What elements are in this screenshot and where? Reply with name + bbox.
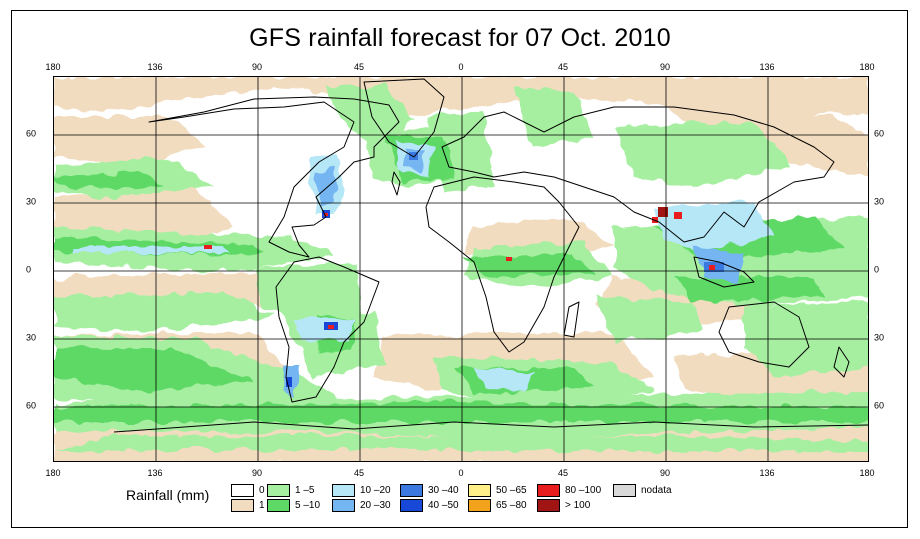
- lon-label-bottom: 45: [557, 468, 569, 478]
- legend-label: 1 –5: [295, 485, 315, 496]
- lon-label-bottom: 180: [859, 468, 875, 478]
- lat-label-left: 60: [26, 400, 37, 411]
- legend-swatch-1: [231, 499, 254, 512]
- lon-label-top: 45: [557, 62, 569, 72]
- lat-label-right: 30: [874, 332, 885, 343]
- legend-swatch-8: [468, 484, 491, 497]
- lon-label-top: 136: [759, 62, 775, 72]
- lat-label-left: 0: [26, 264, 32, 275]
- lon-label-top: 180: [859, 62, 875, 72]
- lat-label-left: 60: [26, 128, 37, 139]
- legend-label: 50 –65: [496, 485, 527, 496]
- legend-label: 0: [259, 485, 265, 496]
- legend-label: > 100: [565, 500, 591, 511]
- lon-label-bottom: 136: [759, 468, 775, 478]
- rainfall-map: [53, 76, 869, 462]
- legend-swatch-3: [267, 499, 290, 512]
- legend-swatch-5: [332, 499, 355, 512]
- legend-swatch-2: [267, 484, 290, 497]
- legend-label: 30 –40: [428, 485, 459, 496]
- legend-swatch-7: [400, 499, 423, 512]
- lon-label-bottom: 90: [659, 468, 671, 478]
- figure-frame: [11, 10, 908, 528]
- legend-swatch-10: [537, 484, 560, 497]
- lon-label-top: 136: [147, 62, 163, 72]
- lon-label-top: 45: [353, 62, 365, 72]
- lon-label-bottom: 90: [251, 468, 263, 478]
- legend-label: 65 –80: [496, 500, 527, 511]
- lon-label-top: 0: [458, 62, 464, 72]
- lat-label-right: 60: [874, 128, 885, 139]
- legend-label: 5 –10: [295, 500, 321, 511]
- legend-label: 1: [259, 500, 265, 511]
- lon-label-bottom: 45: [353, 468, 365, 478]
- rainfall-field-heavy: [204, 152, 724, 387]
- lon-label-top: 180: [45, 62, 61, 72]
- legend-swatch-9: [468, 499, 491, 512]
- legend-swatch-0: [231, 484, 254, 497]
- legend-swatch-4: [332, 484, 355, 497]
- map-title: GFS rainfall forecast for 07 Oct. 2010: [249, 24, 671, 52]
- legend-label: 10 –20: [360, 485, 391, 496]
- legend-label: 40 –50: [428, 500, 459, 511]
- lon-label-bottom: 0: [458, 468, 464, 478]
- lat-label-left: 30: [26, 196, 37, 207]
- legend-swatch-12: [613, 484, 636, 497]
- lat-label-left: 30: [26, 332, 37, 343]
- legend-label: nodata: [641, 485, 672, 496]
- lon-label-bottom: 180: [45, 468, 61, 478]
- lon-label-bottom: 136: [147, 468, 163, 478]
- legend-label: 80 –100: [565, 485, 602, 496]
- legend-label: 20 –30: [360, 500, 391, 511]
- lat-label-right: 0: [874, 264, 880, 275]
- lon-label-top: 90: [251, 62, 263, 72]
- legend-swatch-6: [400, 484, 423, 497]
- lon-label-top: 90: [659, 62, 671, 72]
- lat-label-right: 60: [874, 400, 885, 411]
- legend-swatch-11: [537, 499, 560, 512]
- graticule: [54, 77, 868, 461]
- lat-label-right: 30: [874, 196, 885, 207]
- legend-title: Rainfall (mm): [126, 487, 210, 503]
